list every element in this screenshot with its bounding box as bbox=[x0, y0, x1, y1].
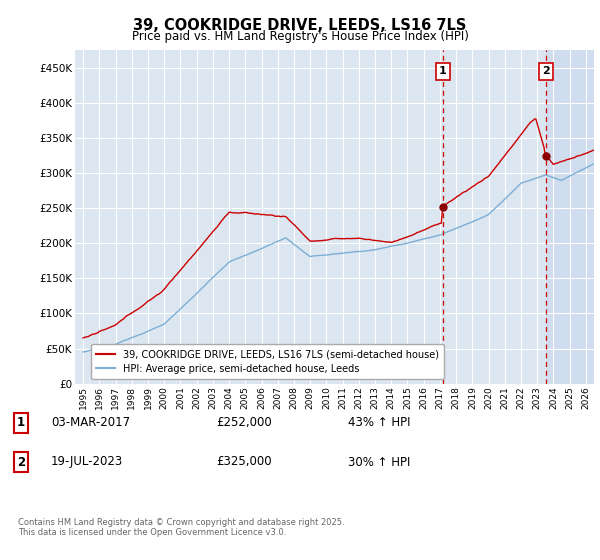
Text: £325,000: £325,000 bbox=[216, 455, 272, 469]
Text: 30% ↑ HPI: 30% ↑ HPI bbox=[348, 455, 410, 469]
Bar bbox=[546, 50, 594, 384]
Text: 39, COOKRIDGE DRIVE, LEEDS, LS16 7LS: 39, COOKRIDGE DRIVE, LEEDS, LS16 7LS bbox=[133, 18, 467, 34]
Text: Price paid vs. HM Land Registry's House Price Index (HPI): Price paid vs. HM Land Registry's House … bbox=[131, 30, 469, 43]
Text: 03-MAR-2017: 03-MAR-2017 bbox=[51, 416, 130, 430]
Text: Contains HM Land Registry data © Crown copyright and database right 2025.
This d: Contains HM Land Registry data © Crown c… bbox=[18, 518, 344, 538]
Text: 1: 1 bbox=[17, 416, 25, 430]
Legend: 39, COOKRIDGE DRIVE, LEEDS, LS16 7LS (semi-detached house), HPI: Average price, : 39, COOKRIDGE DRIVE, LEEDS, LS16 7LS (se… bbox=[91, 344, 444, 379]
Text: 43% ↑ HPI: 43% ↑ HPI bbox=[348, 416, 410, 430]
Text: 1: 1 bbox=[439, 67, 446, 77]
Text: 2: 2 bbox=[542, 67, 550, 77]
Text: £252,000: £252,000 bbox=[216, 416, 272, 430]
Text: 19-JUL-2023: 19-JUL-2023 bbox=[51, 455, 123, 469]
Text: 2: 2 bbox=[17, 455, 25, 469]
